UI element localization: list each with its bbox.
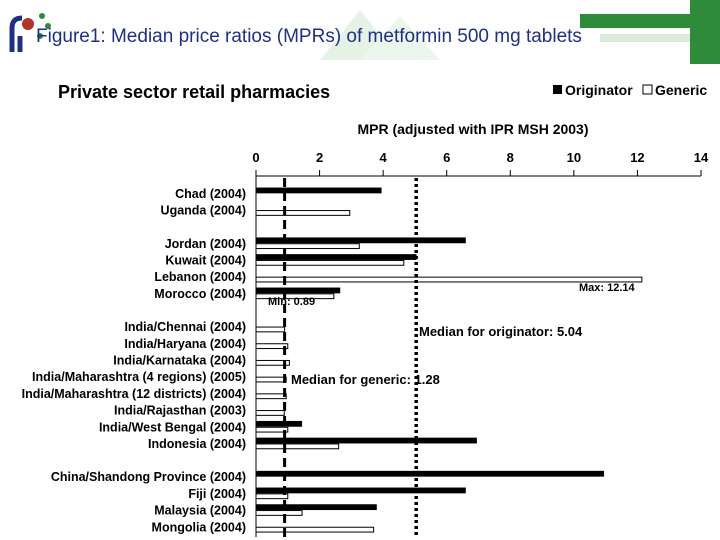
category-label: Chad (2004) [175,187,246,201]
bar-generic [255,376,287,383]
decorative-corner-stripes [580,0,720,64]
bar-originator [256,287,341,294]
category-label: Malaysia (2004) [154,504,246,518]
x-tick-label: 6 [443,150,450,165]
category-label: India/Karnataka (2004) [113,353,246,367]
chart-legend: Originator Generic [553,82,707,98]
x-axis-ticks: 0 2 4 6 8 10 12 14 [252,150,709,176]
legend-originator-swatch [553,85,562,94]
category-labels: Chad (2004) Uganda (2004) Jordan (2004) Kuw… [22,187,246,534]
category-label: Jordan (2004) [165,237,246,251]
max-annotation: Max: 12.14 [579,282,636,294]
slide-title: Figure1: Median price ratios (MPRs) of m… [36,26,582,47]
x-tick-label: 10 [567,150,581,165]
category-label: Mongolia (2004) [152,520,246,534]
mpr-bar-chart: Private sector retail pharmacies Origina… [22,82,709,538]
reference-lines [283,178,418,538]
legend-generic-label: Generic [655,82,707,98]
bar-generic [255,526,375,533]
median-generic-label: Median for generic: 1.28 [291,372,440,387]
x-tick-label: 14 [694,150,709,165]
category-label: India/Maharashtra (12 districts) (2004) [22,387,246,401]
median-originator-label: Median for originator: 5.04 [419,324,583,339]
bar-generic [255,210,351,216]
x-tick-label: 12 [630,150,644,165]
bar-generic [255,326,286,333]
bar-originator [256,504,377,511]
category-label: India/Maharashtra (4 regions) (2005) [32,370,246,384]
bar-generic [255,510,303,516]
bar-generic [255,243,360,250]
bar-generic [255,426,289,433]
bar-generic [255,259,405,266]
bar-generic [255,410,285,416]
bar-generic [255,343,289,350]
bar-originator [256,187,382,194]
category-label: Uganda (2004) [161,204,246,218]
category-label: India/Chennai (2004) [124,320,246,334]
bar-originator [256,470,605,477]
bar-originator [256,437,477,444]
category-label: India/Haryana (2004) [124,337,246,351]
category-label: Lebanon (2004) [154,270,246,284]
x-tick-label: 2 [316,150,323,165]
legend-generic-swatch [642,84,653,95]
chart-title: Private sector retail pharmacies [58,82,330,102]
category-label: Fiji (2004) [188,487,246,501]
x-tick-label: 0 [252,150,259,165]
x-tick-label: 4 [380,150,388,165]
category-label: India/West Bengal (2004) [99,420,246,434]
bar-originator [256,487,466,494]
category-label: China/Shandong Province (2004) [51,470,246,484]
bar-generic [255,493,289,500]
category-label: Kuwait (2004) [165,253,246,267]
organization-logo-icon [9,13,51,52]
category-label: Indonesia (2004) [148,437,246,451]
category-label: India/Rajasthan (2003) [114,404,246,418]
x-axis-label: MPR (adjusted with IPR MSH 2003) [357,121,588,137]
x-tick-label: 8 [507,150,514,165]
bar-originator [256,420,303,427]
bar-generic [255,393,287,400]
category-label: Morocco (2004) [154,287,246,301]
bars [255,175,701,538]
bar-originator [256,254,417,260]
decorative-chevron-pattern [320,10,440,60]
bar-generic [255,443,340,450]
legend-originator-label: Originator [565,82,633,98]
min-annotation: Min: 0.89 [268,296,315,308]
bar-originator [256,237,466,244]
